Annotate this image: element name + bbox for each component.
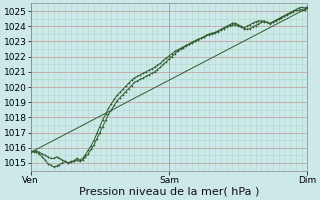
X-axis label: Pression niveau de la mer( hPa ): Pression niveau de la mer( hPa ) bbox=[79, 187, 259, 197]
